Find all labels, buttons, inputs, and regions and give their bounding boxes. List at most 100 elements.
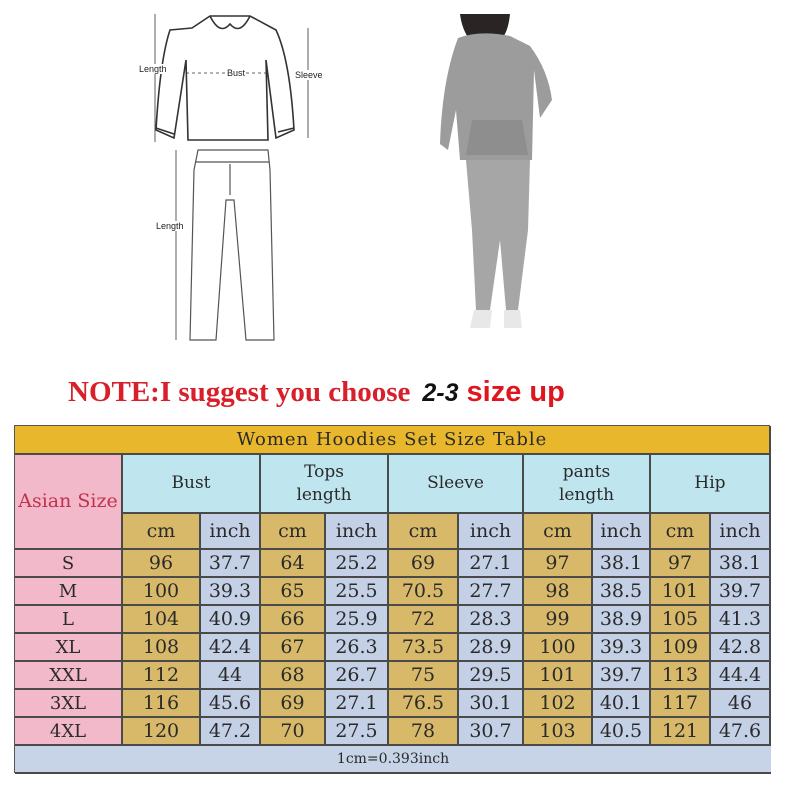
table-cell: 25.2 bbox=[326, 550, 389, 578]
model-photo bbox=[440, 14, 552, 328]
table-cell: 30.1 bbox=[459, 690, 524, 718]
table-cell: 109 bbox=[651, 634, 711, 662]
size-label: 3XL bbox=[15, 690, 123, 718]
table-cell: 30.7 bbox=[459, 718, 524, 746]
table-cell: 120 bbox=[123, 718, 201, 746]
table-cell: 45.6 bbox=[201, 690, 261, 718]
hoodie-pocket bbox=[466, 120, 528, 155]
unit-header-cm: cm bbox=[389, 514, 459, 550]
group-header: Hip bbox=[651, 455, 771, 514]
table-cell: 103 bbox=[524, 718, 593, 746]
pants bbox=[466, 160, 530, 310]
table-cell: 38.1 bbox=[711, 550, 771, 578]
table-cell: 40.9 bbox=[201, 606, 261, 634]
note-text: NOTE:I suggest you choose bbox=[68, 376, 411, 408]
table-cell: 67 bbox=[261, 634, 326, 662]
measure-lines bbox=[154, 14, 309, 340]
table-cell: 25.9 bbox=[326, 606, 389, 634]
table-cell: 44 bbox=[201, 662, 261, 690]
sleeve-label: Sleeve bbox=[294, 70, 324, 80]
table-cell: 37.7 bbox=[201, 550, 261, 578]
table-cell: 39.7 bbox=[593, 662, 651, 690]
group-header: Bust bbox=[123, 455, 261, 514]
group-header: Tops length bbox=[261, 455, 389, 514]
table-cell: 28.3 bbox=[459, 606, 524, 634]
table-cell: 42.4 bbox=[201, 634, 261, 662]
table-cell: 39.3 bbox=[201, 578, 261, 606]
table-cell: 25.5 bbox=[326, 578, 389, 606]
table-cell: 40.5 bbox=[593, 718, 651, 746]
table-cell: 73.5 bbox=[389, 634, 459, 662]
pants-outline-drawing bbox=[189, 149, 275, 341]
conversion-footer: 1cm=0.393inch bbox=[15, 746, 771, 774]
table-cell: 102 bbox=[524, 690, 593, 718]
table-cell: 104 bbox=[123, 606, 201, 634]
table-cell: 117 bbox=[651, 690, 711, 718]
size-label: L bbox=[15, 606, 123, 634]
table-cell: 105 bbox=[651, 606, 711, 634]
hoodie-outline-drawing bbox=[155, 15, 295, 141]
table-cell: 97 bbox=[524, 550, 593, 578]
table-cell: 27.5 bbox=[326, 718, 389, 746]
unit-header-inch: inch bbox=[326, 514, 389, 550]
table-cell: 47.2 bbox=[201, 718, 261, 746]
unit-header-inch: inch bbox=[593, 514, 651, 550]
table-cell: 97 bbox=[651, 550, 711, 578]
unit-header-inch: inch bbox=[711, 514, 771, 550]
unit-header-cm: cm bbox=[524, 514, 593, 550]
size-column-header: Asian Size bbox=[15, 455, 123, 550]
table-cell: 101 bbox=[524, 662, 593, 690]
table-cell: 38.9 bbox=[593, 606, 651, 634]
size-note: NOTE:I suggest you choose 2-3 size up bbox=[68, 376, 565, 409]
group-header: Sleeve bbox=[389, 455, 524, 514]
table-cell: 65 bbox=[261, 578, 326, 606]
unit-header-inch: inch bbox=[201, 514, 261, 550]
table-cell: 27.1 bbox=[459, 550, 524, 578]
size-label: M bbox=[15, 578, 123, 606]
table-cell: 76.5 bbox=[389, 690, 459, 718]
unit-header-cm: cm bbox=[651, 514, 711, 550]
measurement-diagram bbox=[154, 14, 309, 341]
table-cell: 27.1 bbox=[326, 690, 389, 718]
unit-header-inch: inch bbox=[459, 514, 524, 550]
table-cell: 78 bbox=[389, 718, 459, 746]
table-cell: 108 bbox=[123, 634, 201, 662]
table-cell: 64 bbox=[261, 550, 326, 578]
table-cell: 44.4 bbox=[711, 662, 771, 690]
bust-label: Bust bbox=[226, 68, 247, 78]
table-cell: 29.5 bbox=[459, 662, 524, 690]
table-cell: 47.6 bbox=[711, 718, 771, 746]
table-cell: 98 bbox=[524, 578, 593, 606]
shoes bbox=[470, 310, 522, 328]
table-cell: 69 bbox=[389, 550, 459, 578]
table-cell: 100 bbox=[524, 634, 593, 662]
table-title: Women Hoodies Set Size Table bbox=[15, 426, 771, 455]
table-cell: 66 bbox=[261, 606, 326, 634]
table-cell: 27.7 bbox=[459, 578, 524, 606]
hair bbox=[460, 14, 510, 40]
note-size-range: 2-3 bbox=[422, 379, 459, 407]
hoodie bbox=[440, 33, 552, 160]
table-cell: 26.7 bbox=[326, 662, 389, 690]
table-cell: 101 bbox=[651, 578, 711, 606]
size-table: Women Hoodies Set Size Table Asian Size Bu… bbox=[14, 425, 771, 774]
table-cell: 68 bbox=[261, 662, 326, 690]
table-cell: 39.7 bbox=[711, 578, 771, 606]
group-header: pants length bbox=[524, 455, 651, 514]
size-label: S bbox=[15, 550, 123, 578]
size-label: 4XL bbox=[15, 718, 123, 746]
table-cell: 116 bbox=[123, 690, 201, 718]
table-cell: 72 bbox=[389, 606, 459, 634]
table-cell: 38.5 bbox=[593, 578, 651, 606]
table-cell: 121 bbox=[651, 718, 711, 746]
table-cell: 38.1 bbox=[593, 550, 651, 578]
table-cell: 112 bbox=[123, 662, 201, 690]
table-cell: 46 bbox=[711, 690, 771, 718]
size-label: XXL bbox=[15, 662, 123, 690]
table-cell: 39.3 bbox=[593, 634, 651, 662]
table-cell: 113 bbox=[651, 662, 711, 690]
table-cell: 70 bbox=[261, 718, 326, 746]
table-cell: 100 bbox=[123, 578, 201, 606]
note-size-up: size up bbox=[466, 376, 565, 408]
table-cell: 41.3 bbox=[711, 606, 771, 634]
